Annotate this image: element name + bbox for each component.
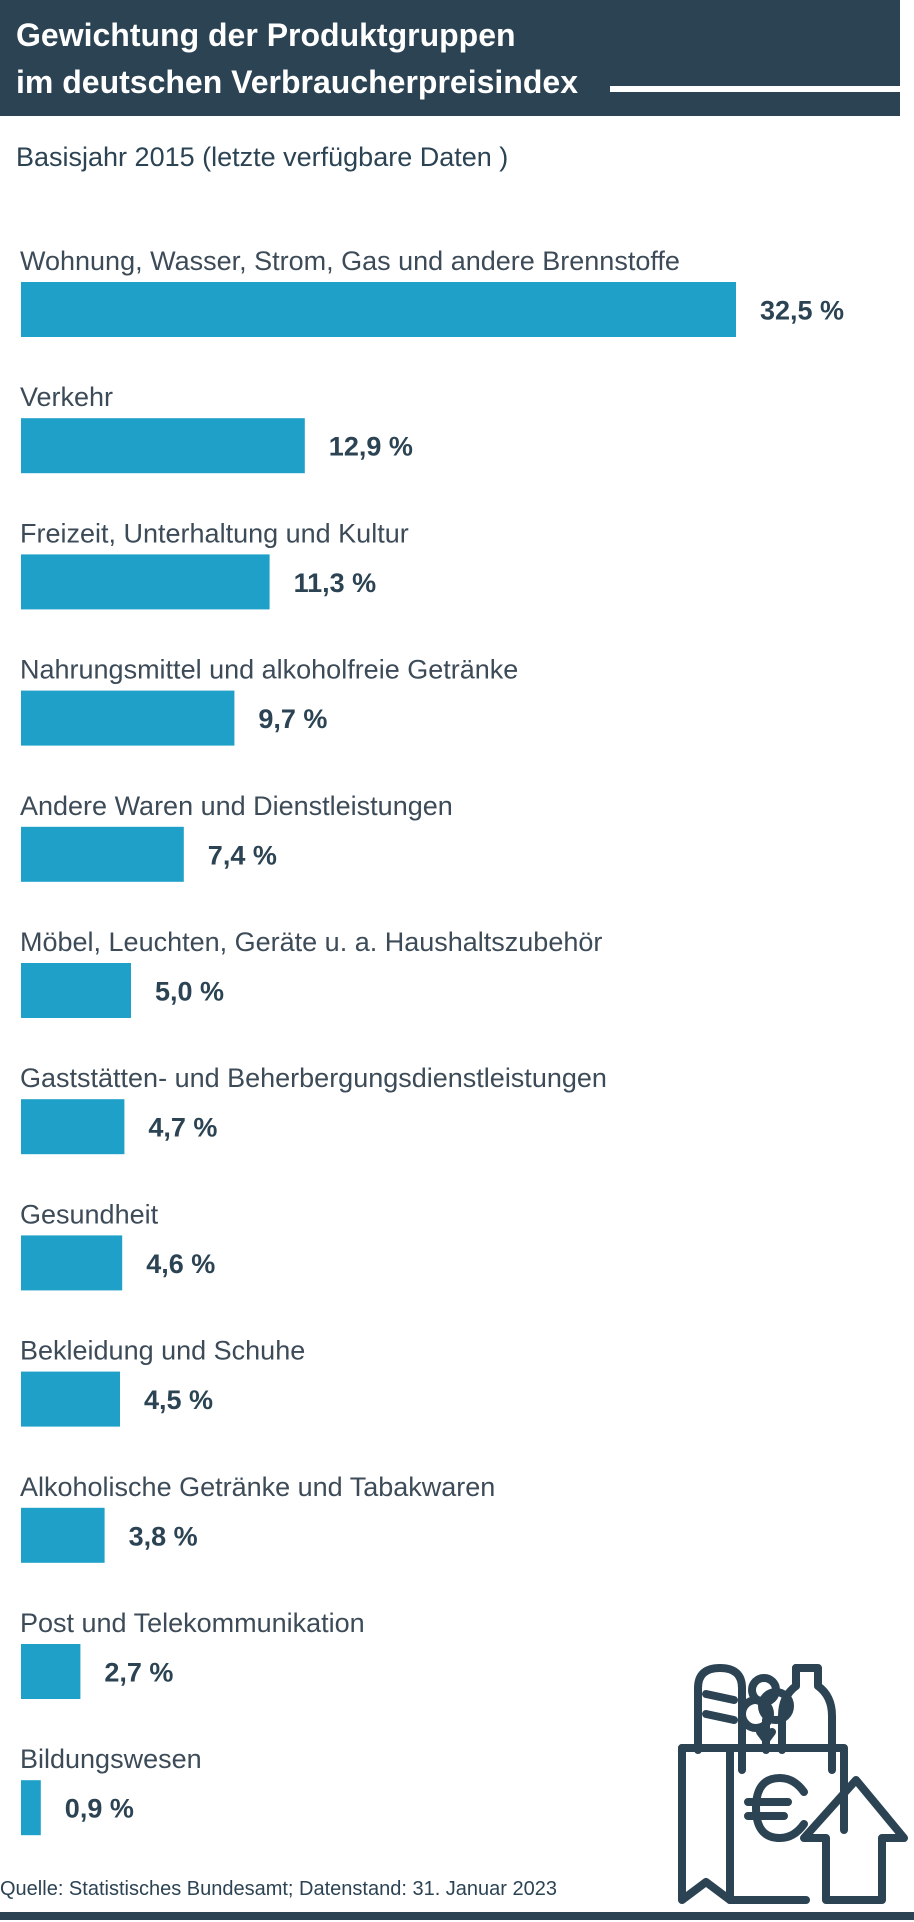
bar <box>21 554 270 610</box>
bar <box>21 1507 105 1563</box>
category-label: Bildungswesen <box>20 1744 202 1774</box>
bar <box>21 1644 81 1699</box>
bar <box>21 1780 41 1836</box>
chart-subtitle: Basisjahr 2015 (letzte verfügbare Daten … <box>16 142 509 172</box>
value-label: 3,8 % <box>129 1521 198 1551</box>
chart-title-line-1: Gewichtung der Produktgruppen <box>16 17 516 53</box>
value-label: 5,0 % <box>155 977 224 1007</box>
bar <box>21 1235 123 1291</box>
value-label: 0,9 % <box>65 1794 134 1824</box>
bar <box>21 1371 120 1427</box>
category-label: Verkehr <box>20 382 113 412</box>
source-note: Quelle: Statistisches Bundesamt; Datenst… <box>0 1878 558 1900</box>
shopping-bag-euro-arrow-up-icon <box>676 1660 908 1910</box>
value-label: 11,3 % <box>294 568 377 598</box>
category-label: Alkoholische Getränke und Tabakwaren <box>20 1472 495 1502</box>
header-banner: Gewichtung der Produktgruppen im deutsch… <box>0 0 900 116</box>
title-underline <box>610 86 900 92</box>
category-label: Gaststätten- und Beherbergungsdienstleis… <box>20 1063 607 1093</box>
value-label: 7,4 % <box>208 840 277 870</box>
category-label: Bekleidung und Schuhe <box>20 1336 305 1366</box>
value-label: 4,5 % <box>144 1385 213 1415</box>
value-label: 9,7 % <box>258 704 327 734</box>
category-label: Möbel, Leuchten, Geräte u. a. Haushaltsz… <box>20 927 602 957</box>
bar <box>21 963 131 1018</box>
value-label: 32,5 % <box>760 296 844 326</box>
bar-chart: Wohnung, Wasser, Strom, Gas und andere B… <box>20 246 844 1836</box>
category-label: Post und Telekommunikation <box>20 1608 365 1638</box>
bar <box>21 690 235 746</box>
value-label: 12,9 % <box>329 432 413 462</box>
bar <box>21 282 736 337</box>
category-label: Nahrungsmittel und alkoholfreie Getränke <box>20 655 518 685</box>
category-label: Wohnung, Wasser, Strom, Gas und andere B… <box>20 246 680 276</box>
value-label: 2,7 % <box>104 1658 173 1688</box>
bar <box>21 826 184 882</box>
bar <box>21 1099 125 1155</box>
chart-title-line-2: im deutschen Verbraucherpreisindex <box>16 64 578 100</box>
category-label: Gesundheit <box>20 1199 159 1229</box>
category-label: Freizeit, Unterhaltung und Kultur <box>20 518 409 548</box>
bar <box>21 418 305 474</box>
value-label: 4,6 % <box>146 1249 215 1279</box>
category-label: Andere Waren und Dienstleistungen <box>20 791 453 821</box>
value-label: 4,7 % <box>148 1113 217 1143</box>
bottom-rule <box>0 1912 914 1920</box>
